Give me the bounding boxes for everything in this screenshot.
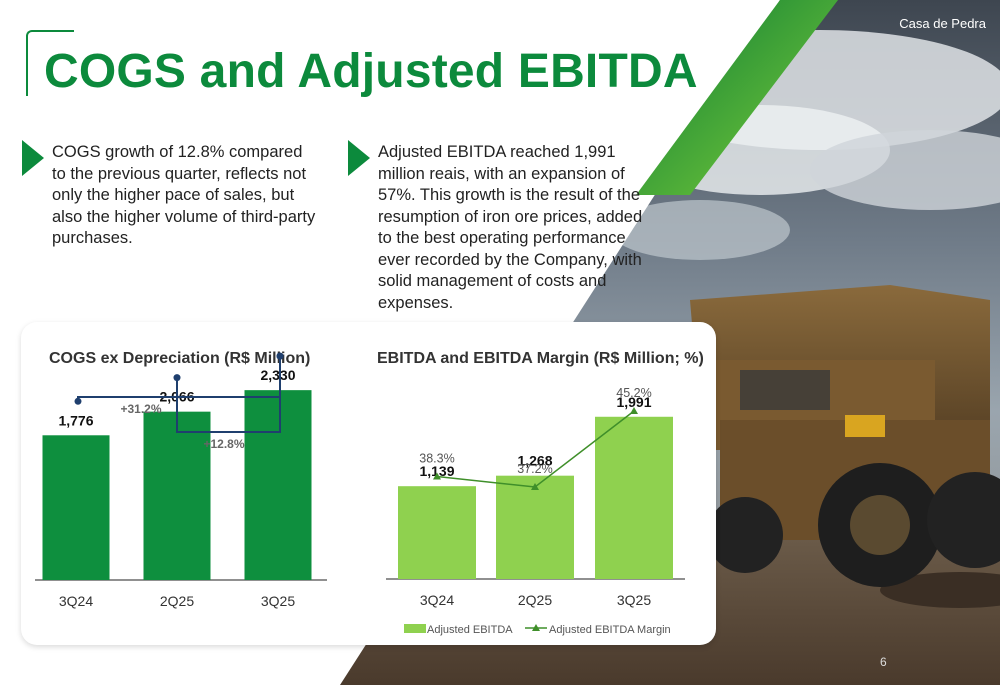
growth-label: +12.8% (203, 437, 244, 451)
triangle-bullet-icon (22, 140, 44, 176)
growth-label: +31.2% (120, 402, 161, 416)
bullet-cogs-text: COGS growth of 12.8% compared to the pre… (52, 143, 316, 247)
legend-bar-swatch (404, 624, 426, 633)
cogs-value-label: 2,330 (260, 367, 295, 383)
legend-ebitda-label: Adjusted EBITDA (427, 624, 513, 636)
ebitda-value-label: 1,991 (616, 394, 651, 410)
ebitda-bar-3Q24 (398, 486, 476, 579)
cogs-category-label: 3Q24 (59, 593, 93, 609)
green-diagonal-stripe (636, 0, 838, 195)
title-bracket-decoration (26, 30, 74, 96)
ebitda-chart-title: EBITDA and EBITDA Margin (R$ Million; %) (377, 350, 704, 367)
bullet-ebitda-text: Adjusted EBITDA reached 1,991 million re… (378, 143, 643, 312)
bracket-endpoint (173, 374, 181, 382)
ebitda-margin-marker (433, 472, 441, 480)
bullet-ebitda: Adjusted EBITDA reached 1,991 million re… (348, 140, 646, 314)
growth-bracket (176, 356, 281, 433)
cogs-chart-title: COGS ex Depreciation (R$ Million) (49, 350, 310, 367)
brand-label: Casa de Pedra (899, 16, 986, 31)
ebitda-category-label: 2Q25 (518, 592, 552, 608)
bullet-cogs: COGS growth of 12.8% compared to the pre… (22, 140, 320, 250)
triangle-bullet-icon (348, 140, 370, 176)
cogs-bar-3Q25 (244, 390, 312, 580)
legend-triangle-icon (532, 624, 540, 631)
bracket-endpoint (74, 397, 82, 405)
charts-svg: COGS ex Depreciation (R$ Million) EBITDA… (35, 350, 704, 636)
ebitda-bar-3Q25 (595, 416, 673, 579)
bracket-endpoint (276, 352, 284, 360)
cogs-bar-3Q24 (42, 435, 110, 580)
ebitda-bar-2Q25 (496, 475, 574, 579)
ebitda-category-label: 3Q24 (420, 592, 454, 608)
page-number: 6 (880, 655, 887, 669)
ebitda-value-label: 1,268 (517, 453, 552, 469)
ebitda-category-label: 3Q25 (617, 592, 651, 608)
ebitda-margin-label: 37.2% (517, 462, 552, 476)
ebitda-value-label: 1,139 (419, 463, 454, 479)
ebitda-margin-marker (531, 483, 539, 490)
page-title: COGS and Adjusted EBITDA (44, 45, 698, 98)
ebitda-margin-label: 45.2% (616, 386, 651, 400)
legend-margin-label: Adjusted EBITDA Margin (549, 624, 671, 636)
ebitda-chart: 1,139 3Q24 1,268 2Q25 1,991 3Q25 38.3% 37.2% 45.… (386, 386, 685, 636)
cogs-bar-2Q25 (143, 411, 211, 580)
cogs-category-label: 3Q25 (261, 593, 295, 609)
cogs-value-label: 1,776 (58, 412, 93, 428)
chart-card: COGS ex Depreciation (R$ Million) EBITDA… (21, 322, 716, 645)
ebitda-margin-marker (630, 407, 638, 414)
cogs-category-label: 2Q25 (160, 593, 194, 609)
ebitda-margin-label: 38.3% (419, 452, 454, 466)
